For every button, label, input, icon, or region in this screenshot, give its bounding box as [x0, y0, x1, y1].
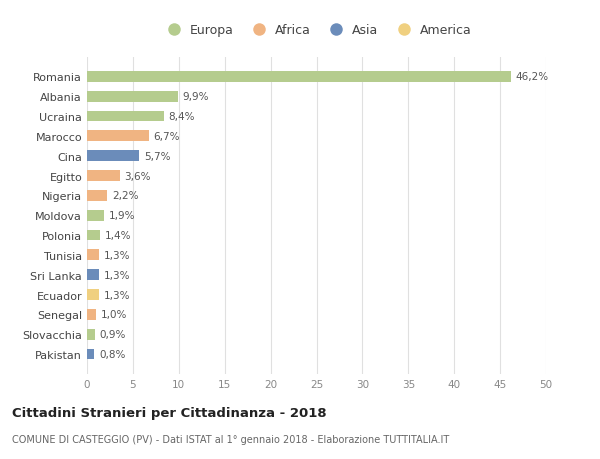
Text: 46,2%: 46,2% — [516, 72, 549, 82]
Text: COMUNE DI CASTEGGIO (PV) - Dati ISTAT al 1° gennaio 2018 - Elaborazione TUTTITAL: COMUNE DI CASTEGGIO (PV) - Dati ISTAT al… — [12, 434, 449, 444]
Bar — [87, 309, 96, 320]
Text: 8,4%: 8,4% — [169, 112, 195, 122]
Text: 5,7%: 5,7% — [144, 151, 170, 162]
Text: 0,8%: 0,8% — [99, 349, 125, 359]
Text: 1,3%: 1,3% — [104, 290, 130, 300]
Text: 2,2%: 2,2% — [112, 191, 138, 201]
Bar — [87, 349, 94, 360]
Text: 3,6%: 3,6% — [125, 171, 151, 181]
Text: 1,0%: 1,0% — [101, 310, 127, 319]
Bar — [87, 91, 178, 102]
Bar — [87, 210, 104, 221]
Bar — [87, 190, 107, 202]
Text: 1,9%: 1,9% — [109, 211, 136, 221]
Bar — [87, 290, 99, 300]
Bar — [87, 250, 99, 261]
Bar — [87, 269, 99, 280]
Bar — [87, 72, 511, 83]
Bar — [87, 112, 164, 122]
Text: 1,3%: 1,3% — [104, 250, 130, 260]
Text: 1,3%: 1,3% — [104, 270, 130, 280]
Bar — [87, 230, 100, 241]
Text: 9,9%: 9,9% — [182, 92, 209, 102]
Bar — [87, 329, 95, 340]
Text: 6,7%: 6,7% — [153, 132, 179, 141]
Bar — [87, 151, 139, 162]
Text: 0,9%: 0,9% — [100, 330, 126, 340]
Legend: Europa, Africa, Asia, America: Europa, Africa, Asia, America — [157, 19, 476, 42]
Bar — [87, 171, 120, 182]
Text: 1,4%: 1,4% — [104, 230, 131, 241]
Bar — [87, 131, 149, 142]
Text: Cittadini Stranieri per Cittadinanza - 2018: Cittadini Stranieri per Cittadinanza - 2… — [12, 406, 326, 419]
